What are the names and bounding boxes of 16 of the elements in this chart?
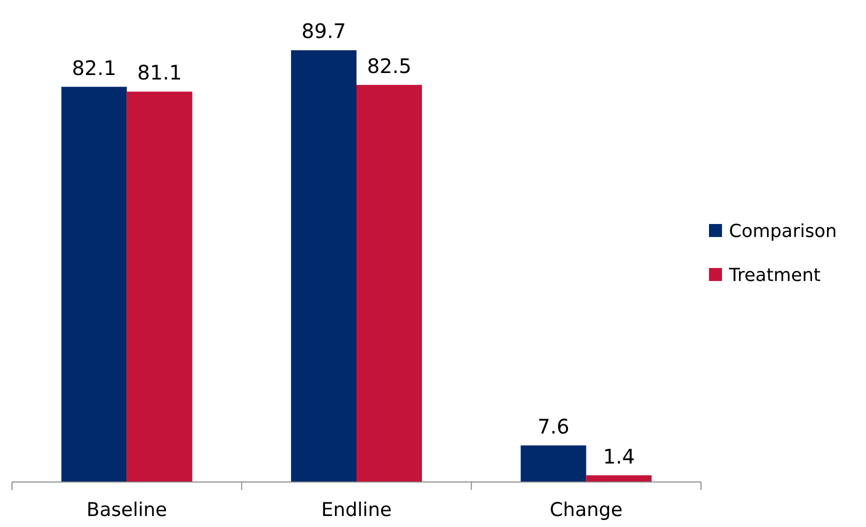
legend-label: Comparison <box>729 221 837 242</box>
legend-label: Treatment <box>728 265 821 286</box>
data-label: 7.6 <box>538 414 570 438</box>
data-label: 1.4 <box>602 444 635 468</box>
x-tick-label: Change <box>550 499 623 521</box>
bar <box>291 50 356 482</box>
bar <box>126 92 192 482</box>
data-label: 82.5 <box>366 54 412 78</box>
bar <box>61 86 127 482</box>
x-tick-label: Baseline <box>86 499 168 521</box>
data-label: 82.1 <box>72 56 116 80</box>
bar <box>356 84 422 482</box>
x-tick-label: Endline <box>321 499 392 521</box>
data-label: 81.1 <box>137 60 182 85</box>
data-label: 89.7 <box>302 19 346 44</box>
bar <box>520 445 586 482</box>
